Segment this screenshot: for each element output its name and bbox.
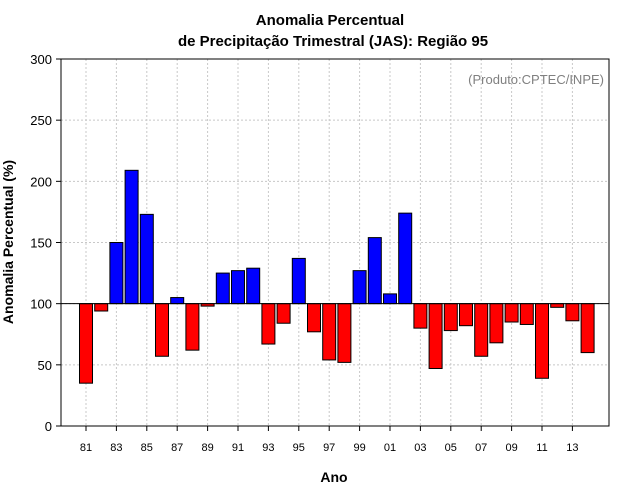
credit-text: (Produto:CPTEC/INPE) [468, 72, 604, 87]
x-tick-label: 89 [201, 442, 213, 454]
bar-91 [231, 270, 245, 305]
y-tick-label: 100 [30, 297, 52, 312]
bar-99 [352, 270, 367, 305]
x-tick-label: 95 [293, 442, 305, 454]
bar-11 [535, 303, 549, 379]
bar-08 [489, 303, 504, 344]
x-tick-label: 87 [171, 442, 183, 454]
x-tick-label: 03 [414, 442, 426, 454]
x-tick-label: 11 [536, 442, 547, 454]
x-tick-label: 83 [110, 442, 122, 454]
bar-96 [307, 303, 321, 333]
x-tick-label: 05 [445, 442, 457, 454]
bar-87 [170, 297, 185, 305]
bar-83 [109, 242, 124, 305]
chart-title-line1: Anomalia Percentual [256, 12, 404, 29]
bar-07 [474, 303, 489, 357]
bar-12 [550, 303, 565, 308]
bar-81 [79, 303, 93, 384]
x-tick-label: 13 [566, 442, 578, 454]
bar-03 [413, 303, 428, 329]
bar-90 [215, 272, 230, 305]
bar-14 [580, 303, 595, 354]
bar-93 [261, 303, 276, 345]
y-tick-label: 0 [45, 419, 52, 434]
bar-13 [565, 303, 580, 322]
x-tick-label: 81 [80, 442, 92, 454]
chart-title-line2: de Precipitação Trimestral (JAS): Região… [178, 33, 488, 50]
bar-92 [246, 267, 261, 305]
x-tick-label: 99 [353, 442, 365, 454]
bar-88 [185, 303, 200, 351]
bar-95 [291, 257, 306, 305]
y-axis: 0 50 100 150 200 250 300 [30, 52, 61, 434]
bar-82 [94, 303, 109, 312]
bar-84 [124, 169, 139, 305]
x-tick-label: 07 [475, 442, 487, 454]
y-axis-label: Anomalia Percentual (%) [0, 160, 16, 324]
bar-86 [155, 303, 169, 357]
x-tick-label: 91 [232, 442, 244, 454]
bar-06 [459, 303, 473, 327]
bar-05 [443, 303, 458, 332]
x-axis: 81 83 85 87 89 91 93 95 97 99 01 03 05 07 09 11 13 [80, 426, 579, 454]
bars [79, 169, 595, 384]
bar-00 [367, 237, 382, 305]
bar-09 [504, 303, 519, 323]
y-tick-label: 50 [38, 358, 52, 373]
bar-94 [276, 303, 291, 324]
bar-01 [383, 293, 397, 305]
bar-85 [139, 213, 154, 305]
bar-02 [398, 212, 413, 305]
x-tick-label: 85 [141, 442, 153, 454]
x-tick-label: 93 [262, 442, 274, 454]
bar-10 [519, 303, 534, 325]
x-tick-label: 97 [323, 442, 335, 454]
x-tick-label: 01 [384, 442, 396, 454]
y-tick-label: 250 [30, 113, 52, 128]
bar-97 [322, 303, 337, 361]
x-axis-label: Ano [320, 469, 347, 485]
y-tick-label: 200 [30, 174, 52, 189]
y-tick-label: 300 [30, 52, 52, 67]
bar-98 [337, 303, 352, 363]
y-tick-label: 150 [30, 236, 52, 251]
x-tick-label: 09 [505, 442, 517, 454]
bar-04 [428, 303, 443, 370]
